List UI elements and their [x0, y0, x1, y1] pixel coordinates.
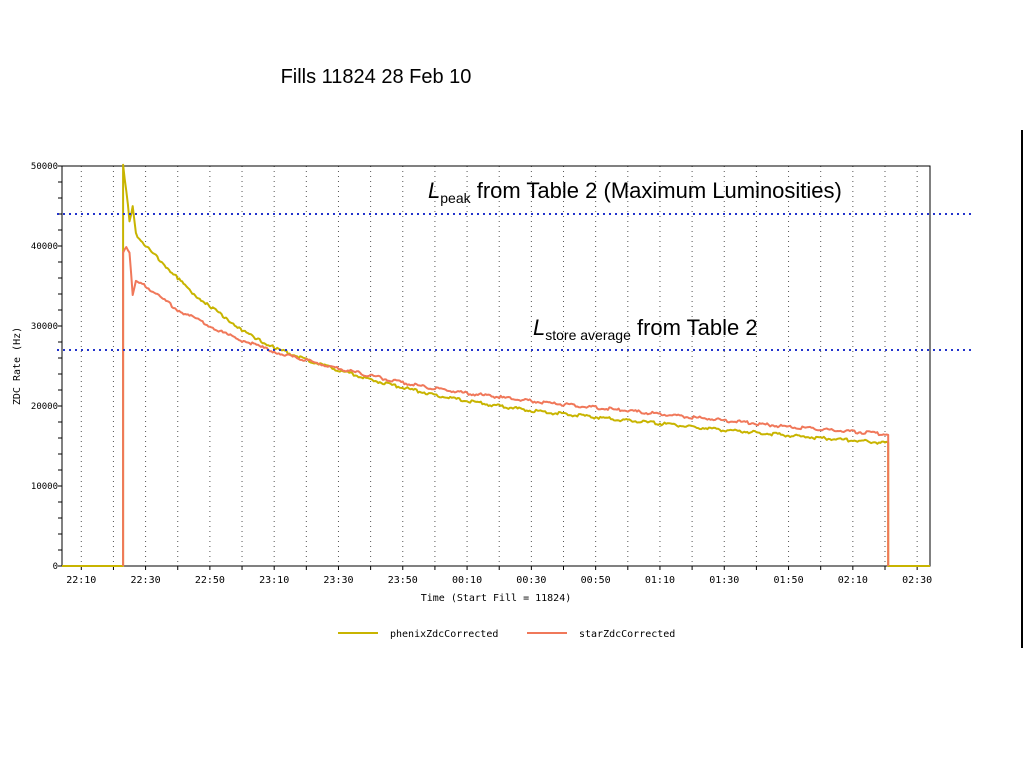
annotation-lpeak: Lpeak from Table 2 (Maximum Luminosities… — [428, 178, 842, 206]
series-line-starZdcCorrected — [122, 246, 890, 566]
grid-layer — [80, 166, 918, 566]
x-axis-label: Time (Start Fill = 11824) — [421, 593, 572, 604]
x-tick-label: 02:10 — [838, 575, 868, 586]
right-divider — [1021, 130, 1023, 648]
series-line-phenixZdcCorrected — [62, 163, 930, 567]
y-axis: 0 10000 20000 30000 40000 50000 — [31, 162, 62, 572]
x-tick-label: 23:10 — [259, 575, 289, 586]
x-tick-label: 01:30 — [709, 575, 739, 586]
y-tick-label: 0 — [53, 562, 58, 572]
x-tick-label: 00:50 — [581, 575, 611, 586]
annotation-lpeak-symbol: L — [428, 178, 441, 203]
annotation-lstore-subscript: store average — [545, 327, 631, 343]
y-tick-label: 10000 — [31, 482, 58, 492]
x-tick-label: 22:50 — [195, 575, 225, 586]
annotation-lstore-symbol: L — [533, 315, 546, 340]
annotation-lstore: Lstore average from Table 2 — [533, 315, 758, 343]
plot-frame — [61, 165, 931, 567]
annotation-lstore-text: from Table 2 — [630, 315, 758, 340]
legend-label-phenixZdcCorrected: phenixZdcCorrected — [390, 629, 498, 640]
x-tick-label: 23:30 — [323, 575, 353, 586]
legend: phenixZdcCorrected starZdcCorrected — [338, 629, 675, 640]
annotation-lpeak-text: from Table 2 (Maximum Luminosities) — [470, 178, 842, 203]
legend-label-starZdcCorrected: starZdcCorrected — [579, 629, 675, 640]
x-axis: 22:10 22:30 22:50 23:10 23:30 23:50 00:10 00:30… — [66, 566, 932, 586]
series-layer — [62, 163, 930, 567]
x-tick-label: 23:50 — [388, 575, 418, 586]
x-tick-label: 02:30 — [902, 575, 932, 586]
y-tick-label: 30000 — [31, 322, 58, 332]
annotation-lpeak-subscript: peak — [440, 190, 471, 206]
x-tick-label: 22:30 — [131, 575, 161, 586]
x-tick-label: 00:30 — [516, 575, 546, 586]
x-tick-label: 00:10 — [452, 575, 482, 586]
slide-title: Fills 11824 28 Feb 10 — [280, 66, 472, 88]
x-tick-label: 01:50 — [773, 575, 803, 586]
x-tick-label: 01:10 — [645, 575, 675, 586]
y-axis-label: ZDC Rate (Hz) — [12, 327, 23, 405]
x-tick-label: 22:10 — [66, 575, 96, 586]
y-tick-label: 40000 — [31, 242, 58, 252]
y-tick-label: 20000 — [31, 402, 58, 412]
reference-lines — [57, 213, 972, 351]
y-tick-label: 50000 — [31, 162, 58, 172]
